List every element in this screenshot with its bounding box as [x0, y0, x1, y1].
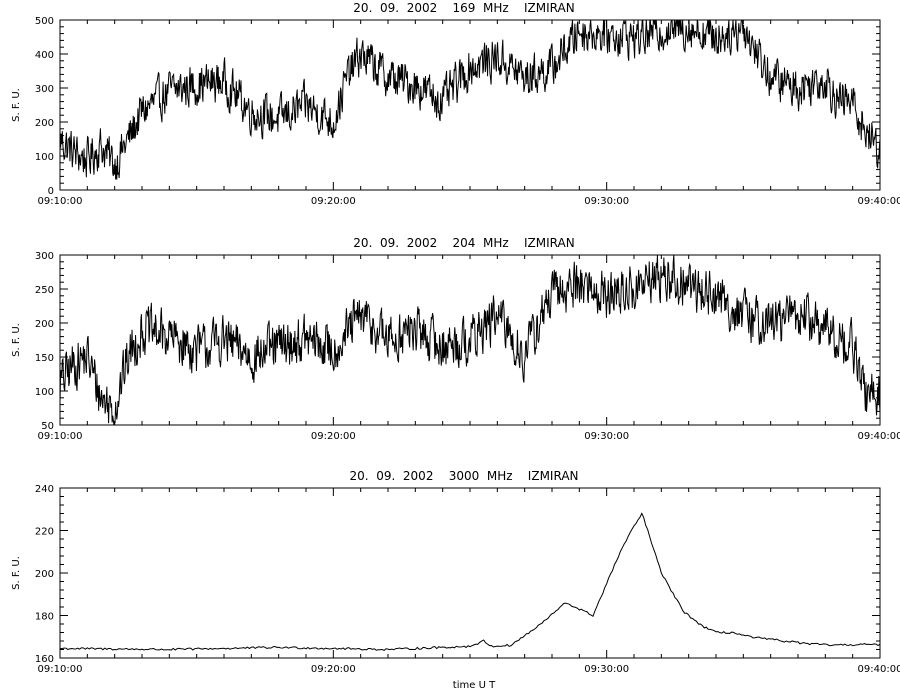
- y-tick-label: 300: [35, 251, 54, 262]
- x-tick-label: 09:40:00: [858, 431, 900, 442]
- y-tick-label: 200: [35, 118, 54, 129]
- y-tick-label: 500: [35, 16, 54, 27]
- x-axis-label: time U T: [453, 680, 496, 691]
- plot-frame: [59, 19, 881, 191]
- chart-panel-1: 20. 09. 2002 169 MHz IZMIRAN S. F. U. 0 100…: [11, 1, 900, 207]
- x-tick-label: 09:30:00: [584, 196, 629, 207]
- chart-title: 20. 09. 2002 3000 MHz IZMIRAN: [349, 469, 578, 483]
- x-tick-label: 09:30:00: [584, 431, 629, 442]
- y-axis-label: S. F. U.: [11, 323, 22, 357]
- x-tick-label: 09:40:00: [858, 664, 900, 675]
- x-tick-label: 09:30:00: [584, 664, 629, 675]
- x-tick-label: 09:10:00: [38, 664, 83, 675]
- x-tick-label: 09:20:00: [311, 196, 356, 207]
- plot-frame: [59, 487, 881, 659]
- y-tick-label: 0: [48, 186, 54, 197]
- plot-frame: [59, 254, 881, 426]
- chart-title: 20. 09. 2002 169 MHz IZMIRAN: [353, 1, 574, 15]
- series-line: [60, 512, 880, 651]
- x-tick-label: 09:10:00: [38, 431, 83, 442]
- y-tick-label: 180: [35, 612, 54, 623]
- y-tick-label: 200: [35, 569, 54, 580]
- y-axis-label: S. F. U.: [11, 88, 22, 122]
- y-tick-label: 220: [35, 527, 54, 538]
- chart-panel-2: 20. 09. 2002 204 MHz IZMIRAN S. F. U. 50 10…: [11, 236, 900, 442]
- y-tick-label: 50: [41, 421, 54, 432]
- y-tick-label: 400: [35, 50, 54, 61]
- y-tick-label: 100: [35, 387, 54, 398]
- chart-title: 20. 09. 2002 204 MHz IZMIRAN: [353, 236, 574, 250]
- x-tick-label: 09:10:00: [38, 196, 83, 207]
- y-tick-label: 250: [35, 285, 54, 296]
- y-tick-label: 300: [35, 84, 54, 95]
- y-tick-label: 150: [35, 353, 54, 364]
- series-line: [60, 255, 880, 425]
- y-tick-label: 240: [35, 484, 54, 495]
- x-tick-label: 09:40:00: [858, 196, 900, 207]
- y-tick-label: 100: [35, 152, 54, 163]
- x-tick-label: 09:20:00: [311, 664, 356, 675]
- chart-panel-3: 20. 09. 2002 3000 MHz IZMIRAN S. F. U. 160…: [11, 469, 900, 675]
- y-axis-label: S. F. U.: [11, 556, 22, 590]
- y-tick-label: 200: [35, 319, 54, 330]
- x-tick-label: 09:20:00: [311, 431, 356, 442]
- series-line: [60, 20, 880, 180]
- y-tick-label: 160: [35, 654, 54, 665]
